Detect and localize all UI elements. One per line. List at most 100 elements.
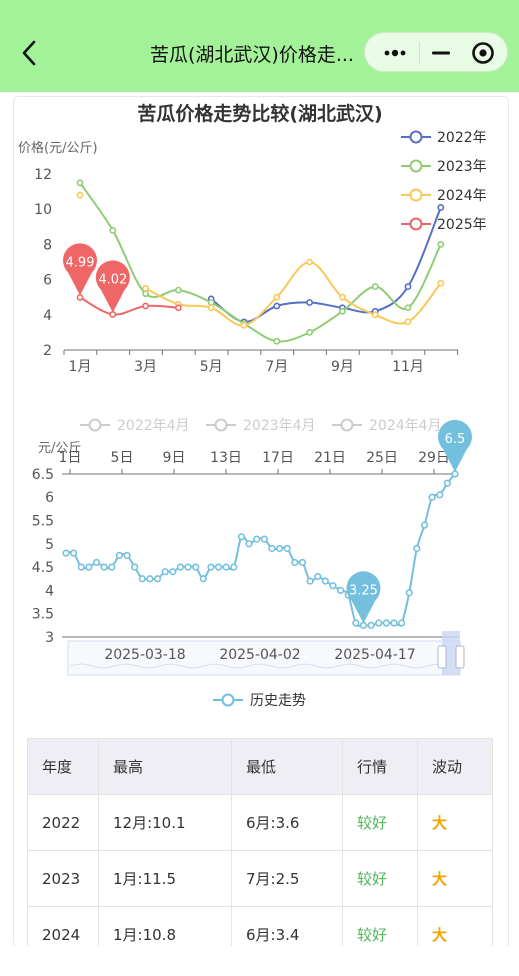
x-tick-label: 11月 [392,359,424,375]
legend-item[interactable]: 2023年 [401,159,487,175]
mini-program-capsule [364,32,508,72]
data-point [222,563,230,571]
legend-symbol [221,693,235,707]
page-title: 苦瓜(湖北武汉)价格走... [150,44,354,66]
minimize-icon[interactable] [431,47,451,59]
data-point [174,304,182,312]
y-tick-label: 3 [45,630,54,646]
price-summary-table: 年度 最高 最低 行情 波动 2022 12月:10.1 6月:3.6 较好 大… [27,738,493,963]
data-point [443,479,451,487]
back-arrow-icon[interactable] [18,38,42,68]
y-axis-unit: 价格(元/公斤) [18,140,98,156]
data-point [338,307,346,315]
header-high: 最高 [98,738,232,795]
data-point [352,619,360,627]
data-point [306,328,313,336]
data-point [413,544,421,553]
legend-item-disabled[interactable]: 2024年4月 [332,418,442,434]
top-x-tick-label: 21日 [314,450,346,466]
cell-status: 较好 [342,794,418,851]
data-point [260,535,268,543]
data-point [253,535,261,543]
data-point [230,563,238,571]
data-point [109,311,117,318]
data-point [245,540,253,548]
y-tick-label: 10 [34,202,52,218]
data-point [437,279,445,287]
data-point [291,558,299,567]
legend-label: 2024年 [437,188,487,204]
zoom-track [67,640,461,676]
marker-pin: 3.25 [346,571,381,624]
data-point [146,575,154,583]
legend-item[interactable]: 2022年 [401,130,487,146]
data-point [100,563,108,571]
series-line [79,296,179,316]
top-x-tick-label: 1日 [59,450,82,466]
date-tick-label: 2025-04-02 [219,647,300,663]
legend-label: 历史走势 [250,693,306,709]
marker-pin: 4.99 [62,243,97,296]
top-x-tick-label: 9日 [163,450,186,466]
x-tick-label: 7月 [265,359,288,375]
data-point [437,204,445,211]
legend-item[interactable]: 历史走势 [213,693,306,709]
x-tick-label: 9月 [331,359,354,375]
data-point [115,551,123,560]
legend-symbol [88,418,102,432]
data-point [306,299,313,306]
close-target-icon[interactable] [471,41,495,65]
y-tick-label: 4 [45,583,54,599]
chart-title: 苦瓜价格走势比较(湖北武汉) [137,102,382,125]
yearly-price-chart: 苦瓜价格走势比较(湖北武汉) 价格(元/公斤) 2 4 6 8 10 12 1月 3月 5月 7月… [18,102,487,375]
data-point [240,321,248,329]
legend-item-disabled[interactable]: 2022年4月 [80,418,190,434]
legend-label: 2025年 [437,217,487,233]
table-row: 2022 12月:10.1 6月:3.6 较好 大 [27,794,493,851]
zoom-handle-right[interactable] [455,645,465,669]
header-status: 行情 [342,738,418,795]
data-point [153,575,162,583]
marker-pin-label: 6.5 [445,432,466,447]
data-point [169,568,177,576]
top-x-tick-label: 29日 [418,450,450,466]
header-low: 最低 [231,738,343,795]
data-point [62,549,70,557]
more-dots-icon[interactable] [383,47,407,59]
legend-item-disabled[interactable]: 2023年4月 [206,418,316,434]
table-row: 2023 1月:11.5 7月:2.5 较好 大 [27,850,493,907]
cell-high: 1月:11.5 [98,850,232,907]
marker-pin-label: 4.99 [66,255,95,270]
data-point [273,337,281,345]
data-point [420,521,429,529]
data-point [184,563,192,571]
data-zoom-slider[interactable]: 2025-03-18 2025-04-02 2025-04-17 [67,631,465,676]
legend-symbol [409,188,423,202]
zoom-handle-left[interactable] [437,645,447,669]
data-point [76,293,84,301]
legend-symbol [409,130,423,144]
data-point [142,284,149,292]
y-tick-label: 6 [43,273,52,289]
data-point [275,544,284,553]
data-point [306,577,314,585]
data-point [321,577,329,585]
data-point [76,179,84,187]
legend-item[interactable]: 2024年 [401,188,487,204]
header-year: 年度 [27,738,99,795]
legend-item[interactable]: 2025年 [401,217,487,233]
marker-pin-label: 4.02 [98,272,127,287]
data-point [298,558,307,567]
data-point [85,563,93,571]
data-point [77,563,85,571]
cell-low: 7月:2.5 [231,850,343,907]
table-header-row: 年度 最高 最低 行情 波动 [27,738,493,795]
data-point [70,549,78,557]
data-point [390,619,398,627]
x-tick-label: 1月 [69,359,92,375]
top-x-tick-label: 5日 [111,450,134,466]
data-point [273,293,281,301]
data-point [268,544,276,553]
data-point [199,575,207,583]
y-axis-unit: 元/公斤 [38,441,81,456]
